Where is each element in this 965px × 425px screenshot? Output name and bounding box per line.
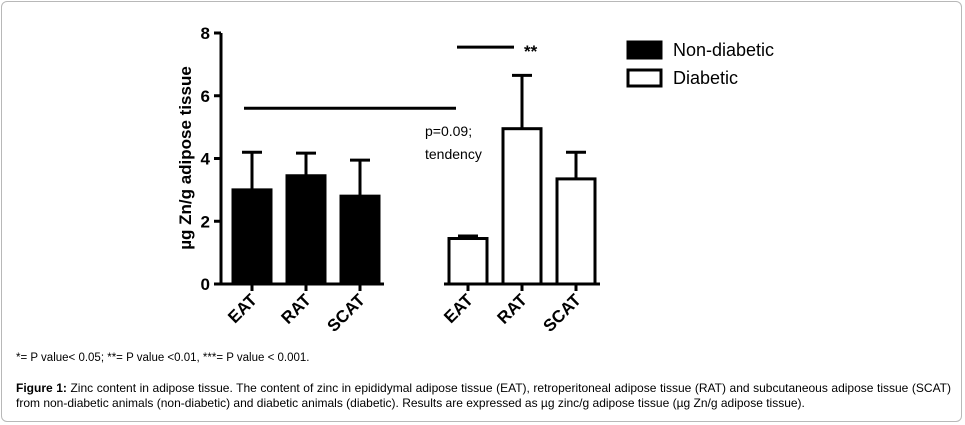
y-tick-label: 0 [201, 275, 210, 294]
legend-label: Non-diabetic [673, 40, 774, 60]
legend-swatch [626, 68, 663, 88]
legend-label: Diabetic [673, 68, 738, 88]
x-tick-label: SCAT [540, 290, 586, 336]
y-tick-label: 2 [201, 212, 210, 231]
legend-swatch [626, 40, 663, 60]
tendency-annotation: tendency [425, 146, 482, 162]
x-tick-label: EAT [224, 290, 261, 327]
bar [447, 237, 489, 286]
significance-footnote: *= P value< 0.05; **= P value <0.01, ***… [16, 352, 310, 364]
figure-caption: Figure 1: Zinc content in adipose tissue… [16, 381, 951, 411]
y-tick-label: 6 [201, 87, 210, 106]
p-value-annotation: p=0.09; [425, 123, 472, 139]
bar [339, 194, 381, 286]
figure-label: Figure 1: [16, 381, 67, 395]
y-tick-label: 4 [201, 150, 211, 169]
figure-caption-text: Zinc content in adipose tissue. The cont… [16, 381, 952, 410]
x-tick-label: RAT [494, 290, 532, 328]
bar [231, 188, 273, 286]
x-tick-label: EAT [440, 290, 477, 327]
y-tick-label: 8 [201, 24, 210, 43]
bar [285, 174, 327, 286]
y-axis-label: µg Zn/g adipose tissue [176, 66, 195, 250]
bar [501, 127, 543, 286]
significance-marker: ** [524, 42, 538, 61]
x-tick-label: SCAT [324, 290, 370, 336]
x-tick-label: RAT [278, 290, 316, 328]
bar [555, 177, 597, 286]
